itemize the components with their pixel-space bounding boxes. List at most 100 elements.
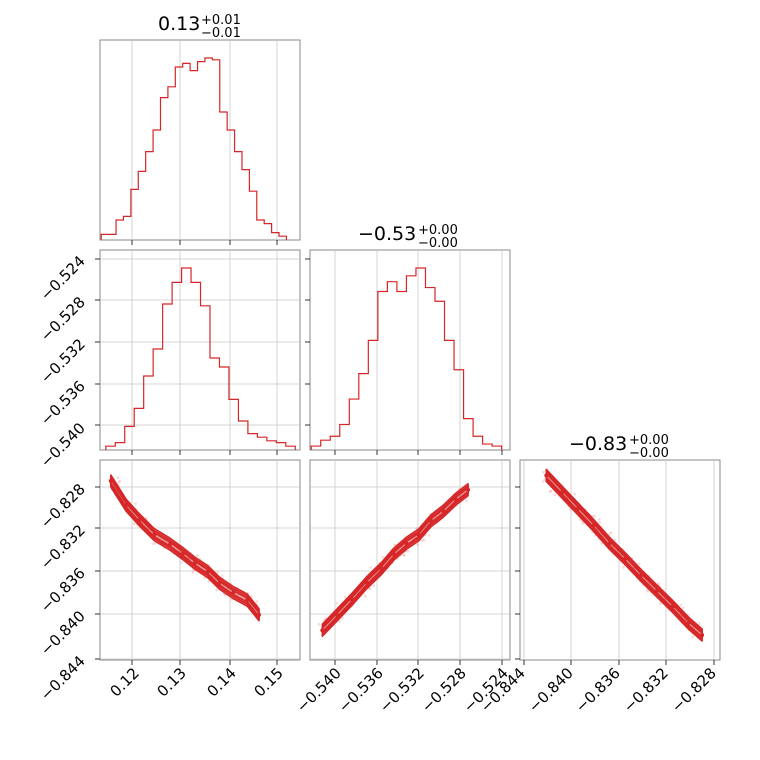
- panel-scatter-p2-p3: [309, 459, 511, 661]
- y-tick-label-row3: −0.836: [37, 564, 89, 616]
- title-param2-minus: −0.00: [418, 236, 458, 251]
- scatter-point: [215, 588, 218, 592]
- scatter-point: [427, 534, 431, 537]
- scatter-point: [381, 555, 384, 559]
- scatter-point: [132, 522, 136, 526]
- y-tick-label-row2: −0.524: [37, 252, 89, 304]
- scatter-point: [622, 565, 625, 569]
- scatter-point: [415, 527, 418, 530]
- x-tick-label-col3: −0.840: [525, 664, 577, 716]
- ridge-point: [257, 612, 262, 617]
- scatter-point: [317, 623, 321, 626]
- chart-marks: [100, 57, 705, 642]
- scatter-point: [369, 566, 373, 569]
- scatter-point: [134, 502, 137, 505]
- scatter-point: [216, 571, 220, 574]
- scatter-point: [207, 580, 211, 583]
- y-tick-label-row3: −0.828: [37, 480, 89, 532]
- ridge-point: [180, 551, 185, 556]
- ridge-point: [364, 580, 369, 585]
- y-tick-label-row2: −0.528: [37, 293, 89, 345]
- panel-hist-param2: [309, 249, 511, 451]
- ridge-point: [379, 566, 384, 571]
- ridge-point: [320, 628, 325, 633]
- ridge-point: [205, 569, 210, 574]
- scatter-point: [573, 492, 576, 496]
- ridge-point: [416, 533, 421, 537]
- ridge-point: [349, 597, 354, 602]
- scatter-point: [341, 616, 344, 620]
- ridge-point: [391, 552, 396, 557]
- scatter-point: [152, 542, 155, 545]
- scatter-point: [116, 476, 120, 480]
- scatter-point: [646, 590, 649, 593]
- ridge-point: [441, 509, 446, 514]
- title-param1-minus: −0.01: [201, 26, 241, 41]
- ridge-point: [607, 541, 612, 546]
- ridge-point: [231, 590, 236, 595]
- scatter-point: [363, 594, 367, 598]
- gridlines: [95, 40, 715, 665]
- scatter-point: [416, 543, 419, 547]
- contour-region: [545, 472, 704, 638]
- ridge-point: [700, 633, 705, 637]
- scatter-point: [338, 619, 341, 623]
- x-tick-label-col1: 0.12: [106, 664, 142, 700]
- scatter-point: [609, 531, 613, 534]
- ridge-point: [453, 497, 458, 502]
- ridge-point: [544, 473, 549, 478]
- ridge-point: [428, 518, 433, 523]
- scatter-point: [613, 538, 617, 542]
- ridge-point: [137, 518, 142, 522]
- histogram-series-3: [310, 267, 503, 450]
- scatter-point: [203, 576, 206, 579]
- x-tick-label-col1: 0.14: [203, 664, 239, 700]
- ridge-point: [192, 561, 197, 566]
- ridge-point: [670, 604, 675, 609]
- scatter-point: [542, 480, 545, 483]
- scatter-point: [180, 561, 183, 564]
- ridge-point: [560, 490, 565, 495]
- title-param2-plus: +0.00: [418, 223, 458, 238]
- y-tick-label-row2: −0.540: [37, 419, 89, 471]
- contour-region: [109, 478, 260, 618]
- scatter-point: [593, 514, 596, 518]
- scatter-point: [691, 635, 695, 638]
- ridge-point: [152, 532, 157, 537]
- scatter-point: [402, 553, 406, 556]
- title-param2-value: −0.53: [358, 223, 416, 245]
- ridge-point: [168, 542, 173, 547]
- title-param3-value: −0.83: [569, 433, 627, 455]
- panel-hist-param3: [519, 459, 721, 661]
- panel-hist-param1: [99, 39, 301, 241]
- scatter-point: [553, 493, 557, 496]
- scatter-point: [372, 584, 376, 587]
- x-tick-label-col1: 0.13: [153, 664, 189, 700]
- scatter-point: [697, 622, 701, 625]
- scatter-point: [541, 470, 545, 474]
- panel-scatter-p1-p3: [99, 459, 301, 661]
- scatter-point: [681, 606, 685, 609]
- ridge-point: [575, 506, 580, 511]
- ridge-point: [654, 588, 659, 593]
- histogram-series-1: [100, 57, 288, 240]
- scatter-point: [343, 595, 347, 599]
- scatter-point: [548, 490, 552, 493]
- y-tick-label-row3: −0.840: [37, 607, 89, 659]
- scatter-point: [607, 533, 611, 536]
- y-tick-label-row2: −0.532: [37, 335, 89, 387]
- ridge-point: [245, 598, 250, 602]
- x-tick-label-col2: −0.528: [418, 664, 470, 716]
- scatter-point: [543, 478, 547, 481]
- histogram-series-2: [105, 267, 296, 450]
- scatter-point: [657, 582, 660, 585]
- y-tick-label-row3: −0.844: [37, 652, 89, 704]
- scatter-point: [195, 554, 199, 558]
- ridge-point: [217, 581, 222, 586]
- scatter-point: [598, 521, 601, 524]
- contour-region: [321, 486, 469, 634]
- title-param2: −0.53 +0.00 −0.00: [358, 223, 458, 251]
- scatter-point: [255, 600, 259, 603]
- title-param1-plus: +0.01: [201, 13, 241, 28]
- title-param3: −0.83 +0.00 −0.00: [569, 433, 669, 461]
